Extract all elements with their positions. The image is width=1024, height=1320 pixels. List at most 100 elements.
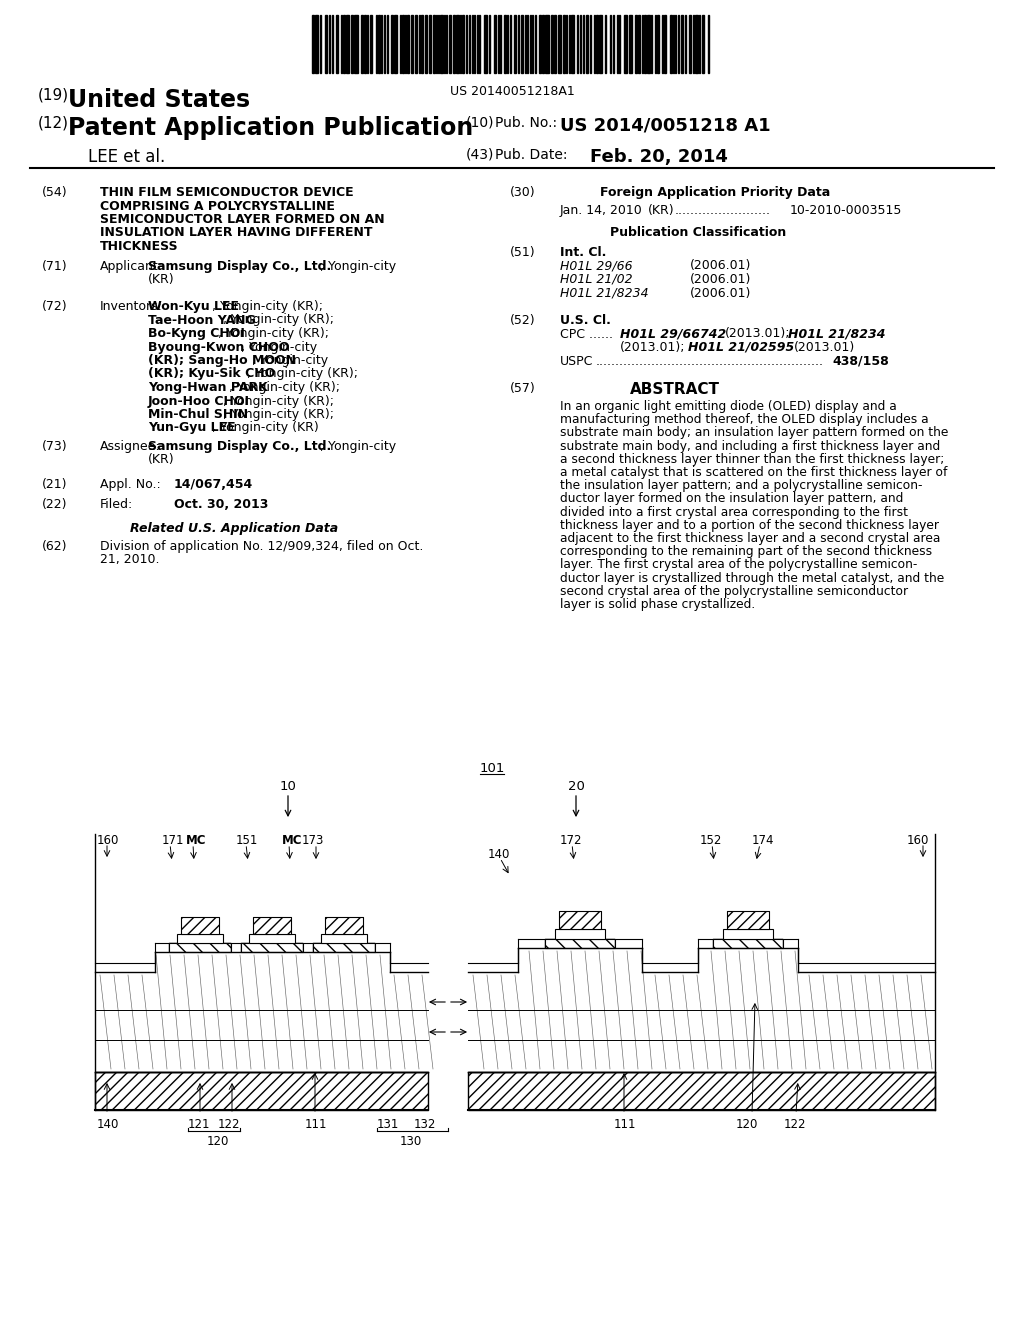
Text: Jan. 14, 2010: Jan. 14, 2010	[560, 205, 643, 216]
Text: .........................................................: ........................................…	[596, 355, 824, 368]
Polygon shape	[325, 917, 362, 935]
Text: COMPRISING A POLYCRYSTALLINE: COMPRISING A POLYCRYSTALLINE	[100, 199, 335, 213]
Text: , Yongin-city (KR);: , Yongin-city (KR);	[212, 300, 323, 313]
Text: Samsung Display Co., Ltd.: Samsung Display Co., Ltd.	[148, 440, 331, 453]
Bar	[361, 15, 362, 73]
Text: US 20140051218A1: US 20140051218A1	[450, 84, 574, 98]
Text: H01L 21/02: H01L 21/02	[560, 273, 633, 286]
Text: Oct. 30, 2013: Oct. 30, 2013	[174, 498, 268, 511]
Bar	[468, 1072, 935, 1110]
Bar	[571, 15, 574, 73]
Bar	[391, 15, 393, 73]
Text: Pub. Date:: Pub. Date:	[495, 148, 567, 162]
Text: (51): (51)	[510, 246, 536, 259]
Text: (12): (12)	[38, 116, 69, 131]
Bar	[407, 15, 409, 73]
Text: (KR); Sang-Ho MOON: (KR); Sang-Ho MOON	[148, 354, 296, 367]
Text: (57): (57)	[510, 381, 536, 395]
Text: (KR): (KR)	[648, 205, 675, 216]
Text: (KR): (KR)	[148, 273, 175, 286]
Text: Int. Cl.: Int. Cl.	[560, 246, 606, 259]
Text: 173: 173	[302, 834, 325, 847]
Bar	[554, 15, 556, 73]
Bar	[563, 15, 565, 73]
Polygon shape	[253, 917, 291, 935]
Bar	[415, 15, 417, 73]
Bar	[336, 15, 338, 73]
Text: (71): (71)	[42, 260, 68, 273]
Text: 101: 101	[480, 762, 506, 775]
Text: Byoung-Kwon CHOO: Byoung-Kwon CHOO	[148, 341, 290, 354]
Text: 20: 20	[567, 780, 585, 793]
Bar	[378, 15, 380, 73]
Bar	[315, 15, 318, 73]
Text: (52): (52)	[510, 314, 536, 327]
Text: 120: 120	[736, 1118, 759, 1131]
Bar	[504, 15, 506, 73]
Text: H01L 21/8234: H01L 21/8234	[560, 286, 648, 300]
Polygon shape	[249, 935, 295, 942]
Text: 152: 152	[700, 834, 722, 847]
Bar	[351, 15, 353, 73]
Bar	[629, 15, 632, 73]
Text: , Yongin-city (KR);: , Yongin-city (KR);	[223, 314, 335, 326]
Polygon shape	[181, 917, 219, 935]
Text: 111: 111	[305, 1118, 328, 1131]
Polygon shape	[555, 929, 605, 939]
Text: THICKNESS: THICKNESS	[100, 240, 178, 253]
Text: the insulation layer pattern; and a polycrystalline semicon-: the insulation layer pattern; and a poly…	[560, 479, 923, 492]
Text: 171: 171	[162, 834, 184, 847]
Text: 174: 174	[752, 834, 774, 847]
Text: Foreign Application Priority Data: Foreign Application Priority Data	[600, 186, 830, 199]
Text: substrate main body; an insulation layer pattern formed on the: substrate main body; an insulation layer…	[560, 426, 948, 440]
Bar	[624, 15, 627, 73]
Text: 10-2010-0003515: 10-2010-0003515	[790, 205, 902, 216]
Text: (2013.01): (2013.01)	[794, 341, 855, 354]
Text: (2013.01);: (2013.01);	[620, 341, 685, 354]
Text: , Yongin-city (KR);: , Yongin-city (KR);	[223, 408, 335, 421]
Polygon shape	[241, 942, 303, 952]
Bar	[453, 15, 455, 73]
Text: Patent Application Publication: Patent Application Publication	[68, 116, 473, 140]
Polygon shape	[169, 942, 231, 952]
Bar	[695, 15, 698, 73]
Bar	[312, 15, 314, 73]
Bar	[551, 15, 553, 73]
Text: 132: 132	[414, 1118, 436, 1131]
Text: second crystal area of the polycrystalline semiconductor: second crystal area of the polycrystalli…	[560, 585, 908, 598]
Bar	[440, 15, 443, 73]
Text: (72): (72)	[42, 300, 68, 313]
Bar	[545, 15, 549, 73]
Text: (19): (19)	[38, 88, 70, 103]
Bar	[370, 15, 372, 73]
Text: 121: 121	[188, 1118, 211, 1131]
Bar	[638, 15, 640, 73]
Text: a metal catalyst that is scattered on the first thickness layer of: a metal catalyst that is scattered on th…	[560, 466, 947, 479]
Text: H01L 21/02595: H01L 21/02595	[688, 341, 795, 354]
Text: H01L 21/8234: H01L 21/8234	[788, 327, 886, 341]
Text: Feb. 20, 2014: Feb. 20, 2014	[590, 148, 728, 166]
Bar	[664, 15, 666, 73]
Text: , Yongin-city: , Yongin-city	[252, 354, 329, 367]
Bar	[411, 15, 413, 73]
Bar	[402, 15, 404, 73]
Text: manufacturing method thereof, the OLED display includes a: manufacturing method thereof, the OLED d…	[560, 413, 929, 426]
Polygon shape	[313, 942, 375, 952]
Text: Pub. No.:: Pub. No.:	[495, 116, 557, 129]
Text: (54): (54)	[42, 186, 68, 199]
Text: ductor layer is crystallized through the metal catalyst, and the: ductor layer is crystallized through the…	[560, 572, 944, 585]
Text: (2013.01);: (2013.01);	[725, 327, 791, 341]
Text: (43): (43)	[466, 148, 495, 162]
Text: 122: 122	[784, 1118, 807, 1131]
Bar	[394, 15, 397, 73]
Bar	[670, 15, 672, 73]
Text: U.S. Cl.: U.S. Cl.	[560, 314, 611, 327]
Bar	[596, 15, 598, 73]
Bar	[542, 15, 544, 73]
Bar	[468, 1072, 935, 1110]
Text: 120: 120	[207, 1135, 229, 1148]
Text: Appl. No.:: Appl. No.:	[100, 478, 161, 491]
Text: (10): (10)	[466, 116, 495, 129]
Bar	[586, 15, 588, 73]
Text: 151: 151	[236, 834, 258, 847]
